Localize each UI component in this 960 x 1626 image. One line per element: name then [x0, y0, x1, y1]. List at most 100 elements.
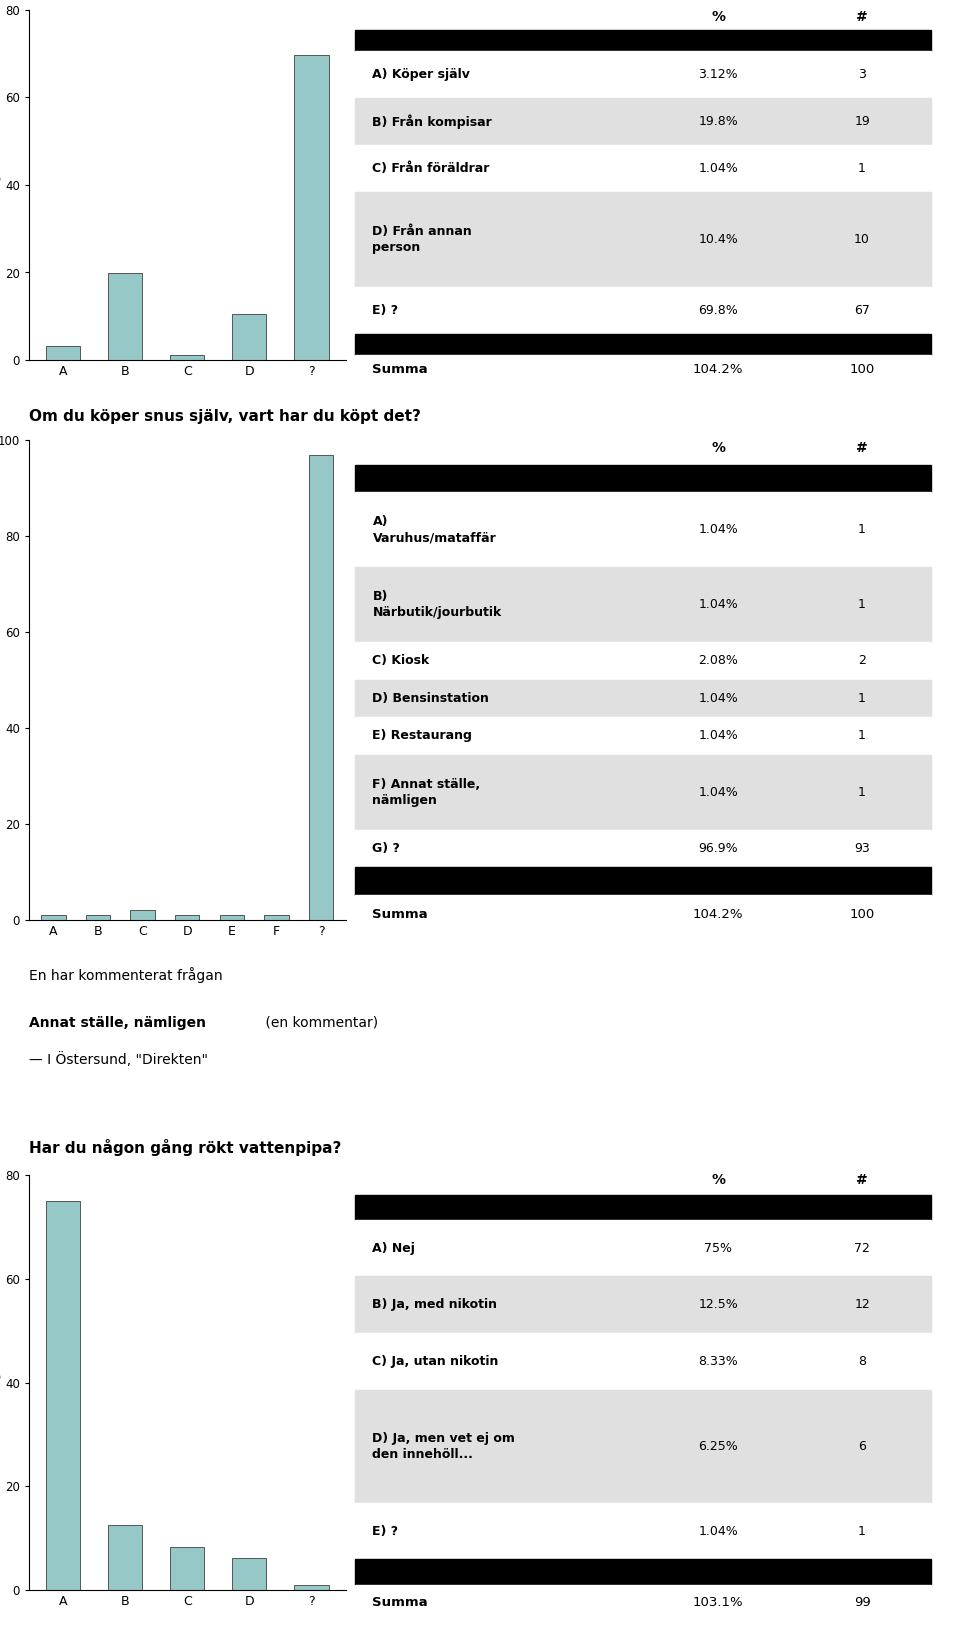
Text: 12.5%: 12.5% — [698, 1298, 738, 1311]
Text: #: # — [856, 1172, 868, 1187]
Text: 103.1%: 103.1% — [693, 1597, 743, 1610]
Bar — [355, 754, 931, 829]
Bar — [41, 915, 65, 920]
Text: #: # — [856, 10, 868, 24]
Text: D) Bensinstation: D) Bensinstation — [372, 693, 490, 706]
Text: G) ?: G) ? — [372, 842, 400, 855]
Bar — [85, 915, 110, 920]
Text: 3: 3 — [858, 68, 866, 81]
Text: %: % — [711, 441, 725, 455]
Bar — [355, 1220, 931, 1276]
Text: 1.04%: 1.04% — [698, 524, 738, 537]
Text: 1: 1 — [858, 693, 866, 706]
Text: 96.9%: 96.9% — [698, 842, 738, 855]
Bar — [46, 346, 80, 359]
Text: 104.2%: 104.2% — [693, 363, 743, 376]
Bar — [355, 680, 931, 717]
Bar — [295, 55, 328, 359]
Bar — [264, 915, 289, 920]
Text: En har kommenterat frågan: En har kommenterat frågan — [29, 967, 223, 984]
Text: 1.04%: 1.04% — [698, 693, 738, 706]
Text: 2.08%: 2.08% — [698, 655, 738, 668]
Bar — [355, 29, 931, 50]
Text: Om du köper snus själv, vart har du köpt det?: Om du köper snus själv, vart har du köpt… — [29, 408, 420, 423]
Text: B) Ja, med nikotin: B) Ja, med nikotin — [372, 1298, 497, 1311]
Text: F) Annat ställe,
nämligen: F) Annat ställe, nämligen — [372, 777, 481, 806]
Text: 8.33%: 8.33% — [698, 1354, 738, 1367]
Text: 6: 6 — [858, 1439, 866, 1452]
Bar — [355, 1584, 931, 1621]
Bar — [355, 1276, 931, 1333]
Text: %: % — [711, 10, 725, 24]
Bar — [355, 50, 931, 98]
Text: Har du någon gång rökt vattenpipa?: Har du någon gång rökt vattenpipa? — [29, 1138, 341, 1156]
Text: 75%: 75% — [704, 1242, 732, 1255]
Text: 100: 100 — [850, 363, 875, 376]
Text: 99: 99 — [853, 1597, 871, 1610]
Text: B) Från kompisar: B) Från kompisar — [372, 114, 492, 128]
Text: 1.04%: 1.04% — [698, 163, 738, 176]
Text: 93: 93 — [854, 842, 870, 855]
Bar — [355, 1559, 931, 1584]
Text: 100: 100 — [850, 909, 875, 922]
Bar — [309, 455, 333, 920]
Bar — [355, 717, 931, 754]
Bar — [355, 493, 931, 567]
Bar — [355, 894, 931, 935]
Bar — [355, 1502, 931, 1559]
Text: 1: 1 — [858, 598, 866, 611]
Bar — [355, 1390, 931, 1502]
Text: 1: 1 — [858, 1525, 866, 1538]
Text: A) Nej: A) Nej — [372, 1242, 416, 1255]
Text: A)
Varuhus/matаffär: A) Varuhus/matаffär — [372, 515, 496, 545]
Bar — [175, 915, 200, 920]
Text: 1.04%: 1.04% — [698, 785, 738, 798]
Bar — [170, 1546, 204, 1590]
Text: Summa: Summa — [372, 909, 428, 922]
Text: 67: 67 — [854, 304, 870, 317]
Text: A) Köper själv: A) Köper själv — [372, 68, 470, 81]
Text: Annat ställe, nämligen: Annat ställe, nämligen — [29, 1016, 205, 1029]
Bar — [355, 354, 931, 385]
Text: Summa: Summa — [372, 363, 428, 376]
Bar — [355, 5, 931, 29]
Text: Summa: Summa — [372, 1597, 428, 1610]
Text: #: # — [856, 441, 868, 455]
Bar — [170, 356, 204, 359]
Bar — [355, 192, 931, 286]
Bar — [232, 314, 267, 359]
Bar — [355, 433, 931, 465]
Text: C) Från föräldrar: C) Från föräldrar — [372, 163, 490, 176]
Text: — I Östersund, "Direkten": — I Östersund, "Direkten" — [29, 1052, 207, 1068]
Text: 2: 2 — [858, 655, 866, 668]
Text: 72: 72 — [854, 1242, 870, 1255]
Text: E) Restaurang: E) Restaurang — [372, 730, 472, 743]
Text: D) Från annan
person: D) Från annan person — [372, 224, 472, 254]
Bar — [108, 273, 142, 359]
Text: (en kommentar): (en kommentar) — [261, 1016, 378, 1029]
Bar — [355, 1333, 931, 1390]
Bar — [355, 145, 931, 192]
Bar — [108, 1525, 142, 1590]
Text: 10.4%: 10.4% — [698, 233, 738, 246]
Bar — [355, 98, 931, 145]
Text: 1.04%: 1.04% — [698, 598, 738, 611]
Text: 12: 12 — [854, 1298, 870, 1311]
Text: B)
Närbutik/jourbutik: B) Närbutik/jourbutik — [372, 590, 502, 620]
Text: 6.25%: 6.25% — [698, 1439, 738, 1452]
Text: 10: 10 — [854, 233, 870, 246]
Text: 69.8%: 69.8% — [698, 304, 738, 317]
Text: E) ?: E) ? — [372, 304, 398, 317]
Text: 1: 1 — [858, 730, 866, 743]
Bar — [232, 1558, 267, 1590]
Text: E) ?: E) ? — [372, 1525, 398, 1538]
Text: 3.12%: 3.12% — [698, 68, 738, 81]
Text: C) Ja, utan nikotin: C) Ja, utan nikotin — [372, 1354, 499, 1367]
Bar — [355, 867, 931, 894]
Text: C) Kiosk: C) Kiosk — [372, 655, 430, 668]
Bar — [355, 465, 931, 493]
Text: D) Ja, men vet ej om
den innehöll...: D) Ja, men vet ej om den innehöll... — [372, 1433, 516, 1460]
Text: %: % — [711, 1172, 725, 1187]
Bar — [295, 1585, 328, 1590]
Text: 8: 8 — [858, 1354, 866, 1367]
